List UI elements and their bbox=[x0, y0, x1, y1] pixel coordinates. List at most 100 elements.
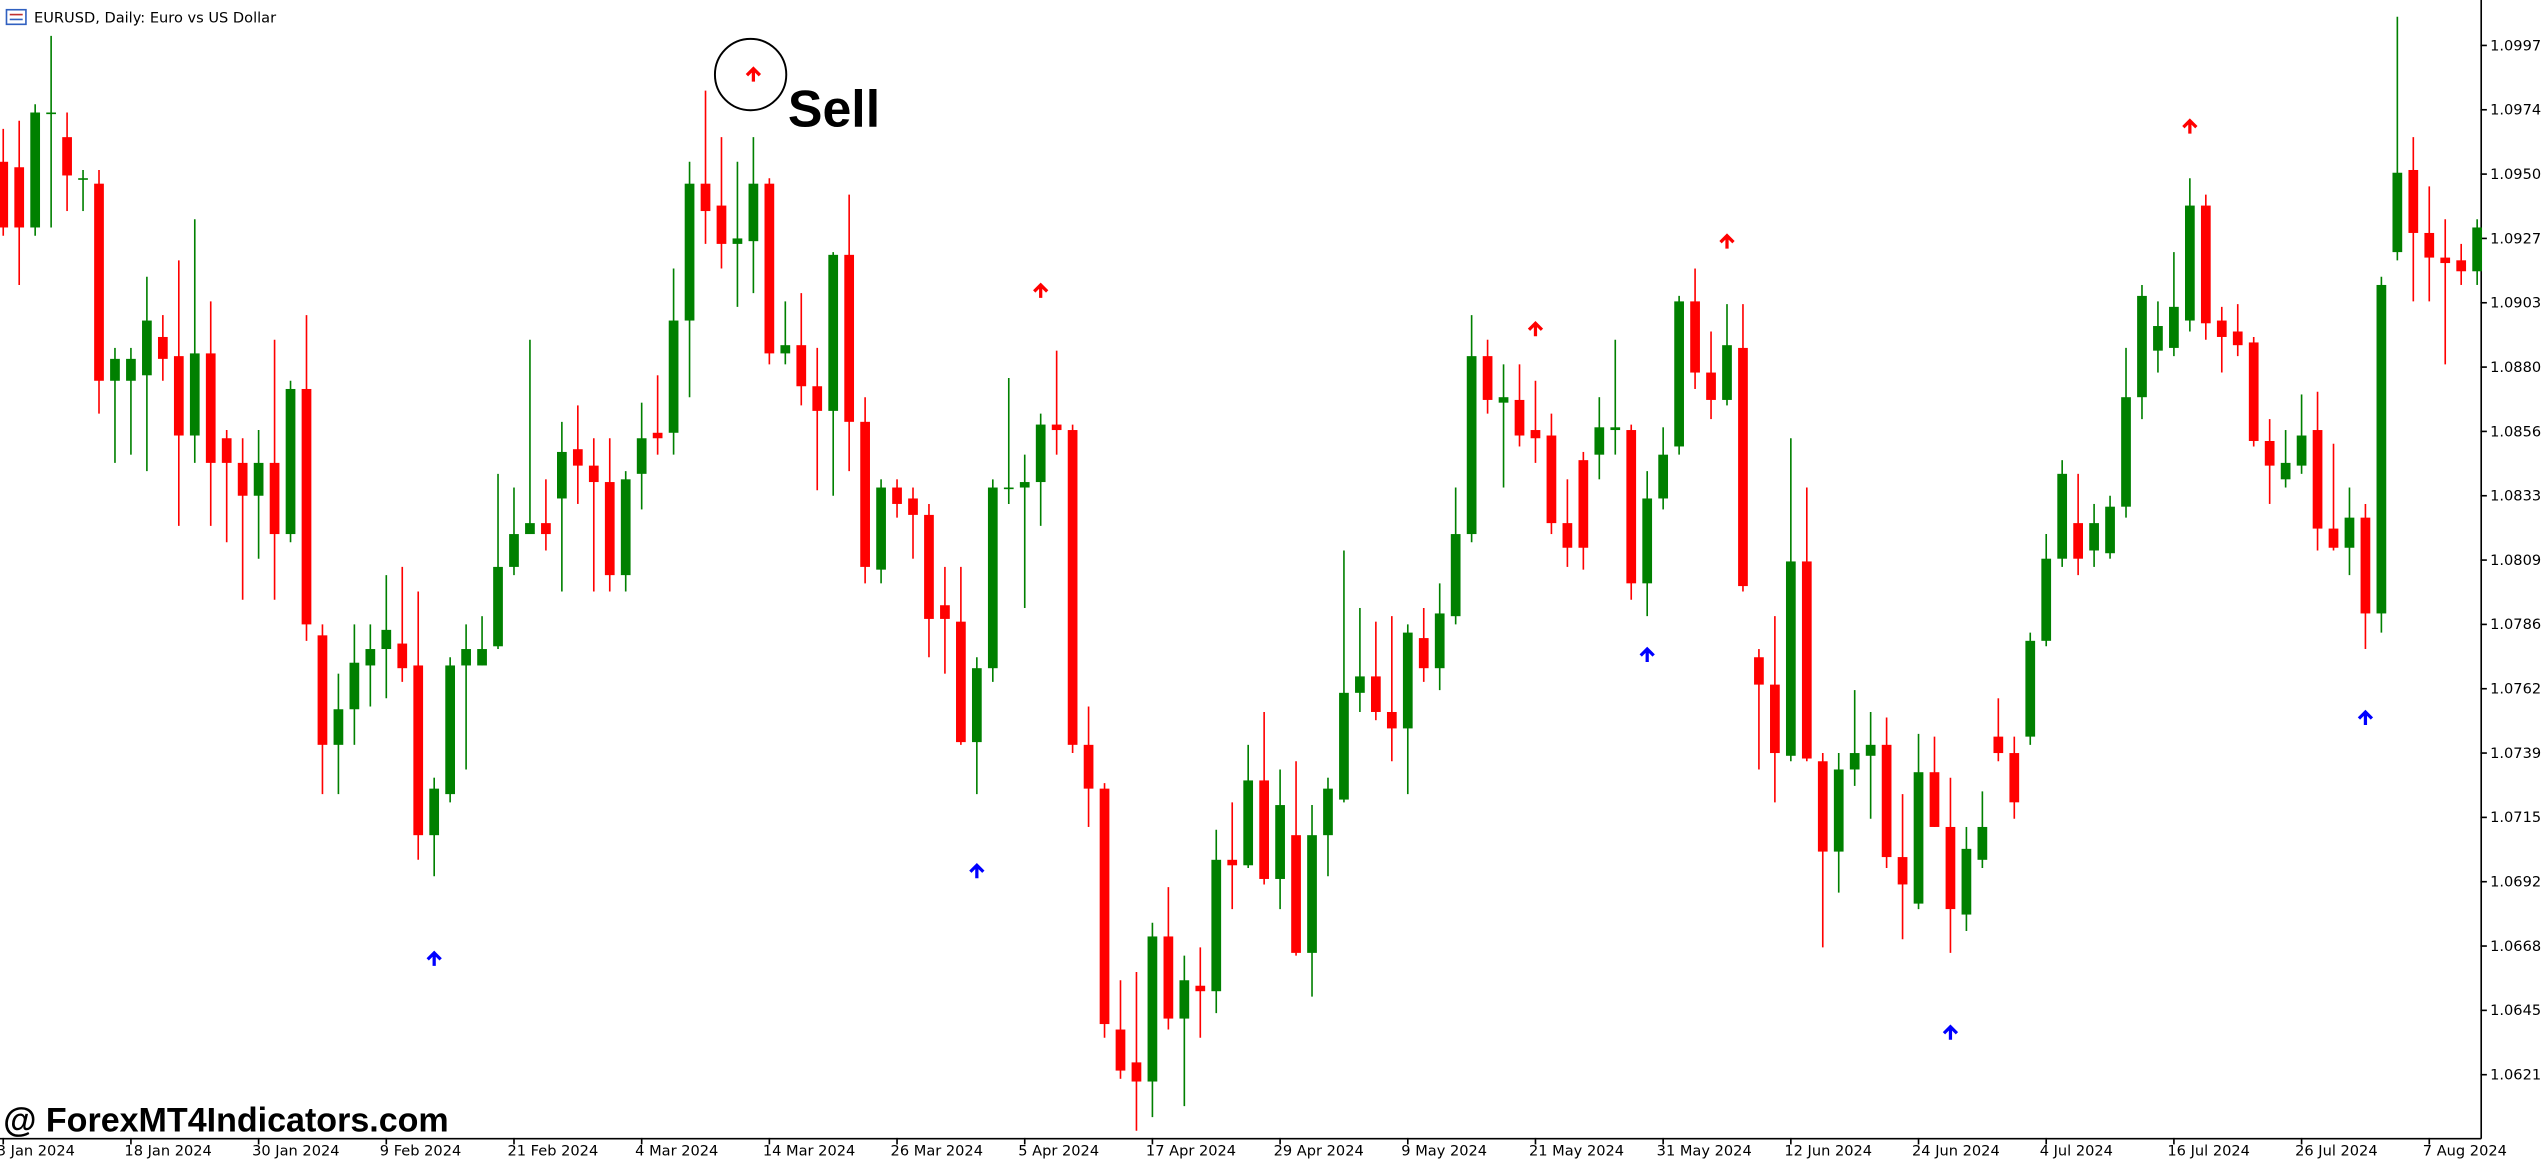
candle-body bbox=[1642, 498, 1653, 584]
candle-body bbox=[2089, 523, 2099, 551]
y-tick-label: 1.07390 bbox=[2490, 745, 2542, 762]
candle-body bbox=[876, 487, 886, 570]
buy-arrow bbox=[1639, 646, 1655, 662]
candle-body bbox=[285, 388, 296, 535]
candle-body bbox=[2057, 473, 2068, 559]
x-tick-label: 21 May 2024 bbox=[1529, 1143, 1624, 1159]
candle-body bbox=[1977, 826, 1988, 860]
sell-arrow bbox=[745, 66, 762, 82]
candle-body bbox=[445, 665, 456, 795]
x-tick-label: 26 Mar 2024 bbox=[891, 1143, 983, 1159]
candle-body bbox=[1418, 638, 1429, 669]
buy-arrow bbox=[426, 950, 442, 966]
x-tick-label: 12 Jun 2024 bbox=[1784, 1143, 1872, 1159]
y-tick-label: 1.06920 bbox=[2490, 874, 2542, 891]
candle-body bbox=[2121, 397, 2131, 507]
candle-body bbox=[461, 649, 471, 666]
candle-body bbox=[1594, 427, 1605, 455]
y-tick-label: 1.08095 bbox=[2490, 552, 2542, 569]
candle-body bbox=[2248, 342, 2259, 441]
candle-body bbox=[668, 320, 679, 433]
candle-body bbox=[1195, 985, 1206, 992]
y-tick-label: 1.07860 bbox=[2490, 616, 2542, 633]
y-tick-label: 1.08800 bbox=[2490, 359, 2542, 376]
candle-body bbox=[588, 465, 599, 483]
candle-body bbox=[2440, 257, 2451, 264]
candle-body bbox=[1738, 347, 1748, 587]
x-tick-label: 5 Apr 2024 bbox=[1018, 1143, 1099, 1159]
candle-body bbox=[652, 432, 663, 439]
candle-body bbox=[780, 345, 791, 354]
candle-body bbox=[2200, 205, 2211, 324]
candle-body bbox=[557, 451, 567, 499]
candle-body bbox=[1578, 460, 1589, 548]
candle-body bbox=[1051, 424, 1062, 431]
x-tick-label: 16 Jul 2024 bbox=[2167, 1143, 2250, 1159]
y-tick-label: 1.07625 bbox=[2490, 681, 2542, 698]
candle-body bbox=[1275, 805, 1285, 879]
candle-body bbox=[78, 178, 88, 180]
candle-body bbox=[1115, 1029, 1126, 1071]
candle-body bbox=[2424, 232, 2435, 258]
candle-body bbox=[1754, 657, 1764, 685]
candle-body bbox=[1897, 857, 1908, 885]
candle-body bbox=[62, 137, 72, 176]
candle-body bbox=[1833, 769, 1844, 852]
candle-body bbox=[1243, 780, 1254, 866]
candle-body bbox=[860, 421, 870, 567]
x-tick-label: 9 Feb 2024 bbox=[380, 1143, 461, 1159]
candle-body bbox=[333, 709, 344, 745]
x-tick-label: 4 Jul 2024 bbox=[2040, 1143, 2113, 1159]
candle-body bbox=[1339, 692, 1349, 800]
candle-body bbox=[1993, 736, 2004, 754]
x-tick-label: 7 Aug 2024 bbox=[2423, 1143, 2507, 1159]
watermark: @ ForexMT4Indicators.com bbox=[3, 1101, 448, 1139]
sell-arrow bbox=[2182, 118, 2198, 134]
candle-body bbox=[844, 254, 855, 422]
candle-body bbox=[381, 629, 392, 650]
candle-body bbox=[1227, 859, 1238, 866]
candle-body bbox=[110, 358, 120, 381]
candle-body bbox=[2328, 528, 2339, 548]
candle-body bbox=[636, 438, 647, 474]
candle-body bbox=[2392, 172, 2403, 253]
candle-body bbox=[971, 668, 982, 743]
candle-body bbox=[1434, 613, 1445, 669]
candle-body bbox=[1259, 780, 1270, 879]
y-tick-label: 1.06215 bbox=[2490, 1067, 2542, 1084]
candle-body bbox=[892, 487, 902, 504]
candle-body bbox=[828, 254, 839, 411]
candle-body bbox=[1626, 430, 1637, 584]
candle-body bbox=[2408, 169, 2419, 233]
y-tick-label: 1.06685 bbox=[2490, 938, 2542, 955]
candle-body bbox=[2025, 640, 2036, 737]
candle-body bbox=[1913, 772, 1924, 904]
candle-body bbox=[1929, 772, 1940, 827]
candle-body bbox=[684, 183, 695, 321]
candle-body bbox=[748, 183, 759, 242]
candle-body bbox=[1482, 356, 1493, 400]
candle-body bbox=[2169, 306, 2179, 348]
candle-body bbox=[30, 112, 41, 228]
candle-body bbox=[477, 649, 487, 666]
candle-body bbox=[1546, 435, 1557, 524]
candle-body bbox=[253, 462, 264, 496]
candle-body bbox=[493, 566, 503, 647]
candle-body bbox=[317, 635, 328, 745]
candle-body bbox=[269, 462, 280, 535]
candle-body bbox=[2073, 523, 2083, 559]
candle-body bbox=[2184, 205, 2195, 321]
candle-body bbox=[221, 438, 232, 463]
candle-body bbox=[189, 353, 200, 436]
candle-body bbox=[1562, 523, 1573, 548]
candle-body bbox=[397, 643, 408, 669]
candle-body bbox=[525, 523, 535, 535]
candle-body bbox=[2105, 506, 2115, 554]
candle-body bbox=[2216, 320, 2227, 337]
candle-body bbox=[2344, 517, 2355, 548]
candle-body bbox=[1690, 301, 1700, 373]
candle-body bbox=[1035, 424, 1046, 483]
candle-body bbox=[1466, 356, 1477, 535]
